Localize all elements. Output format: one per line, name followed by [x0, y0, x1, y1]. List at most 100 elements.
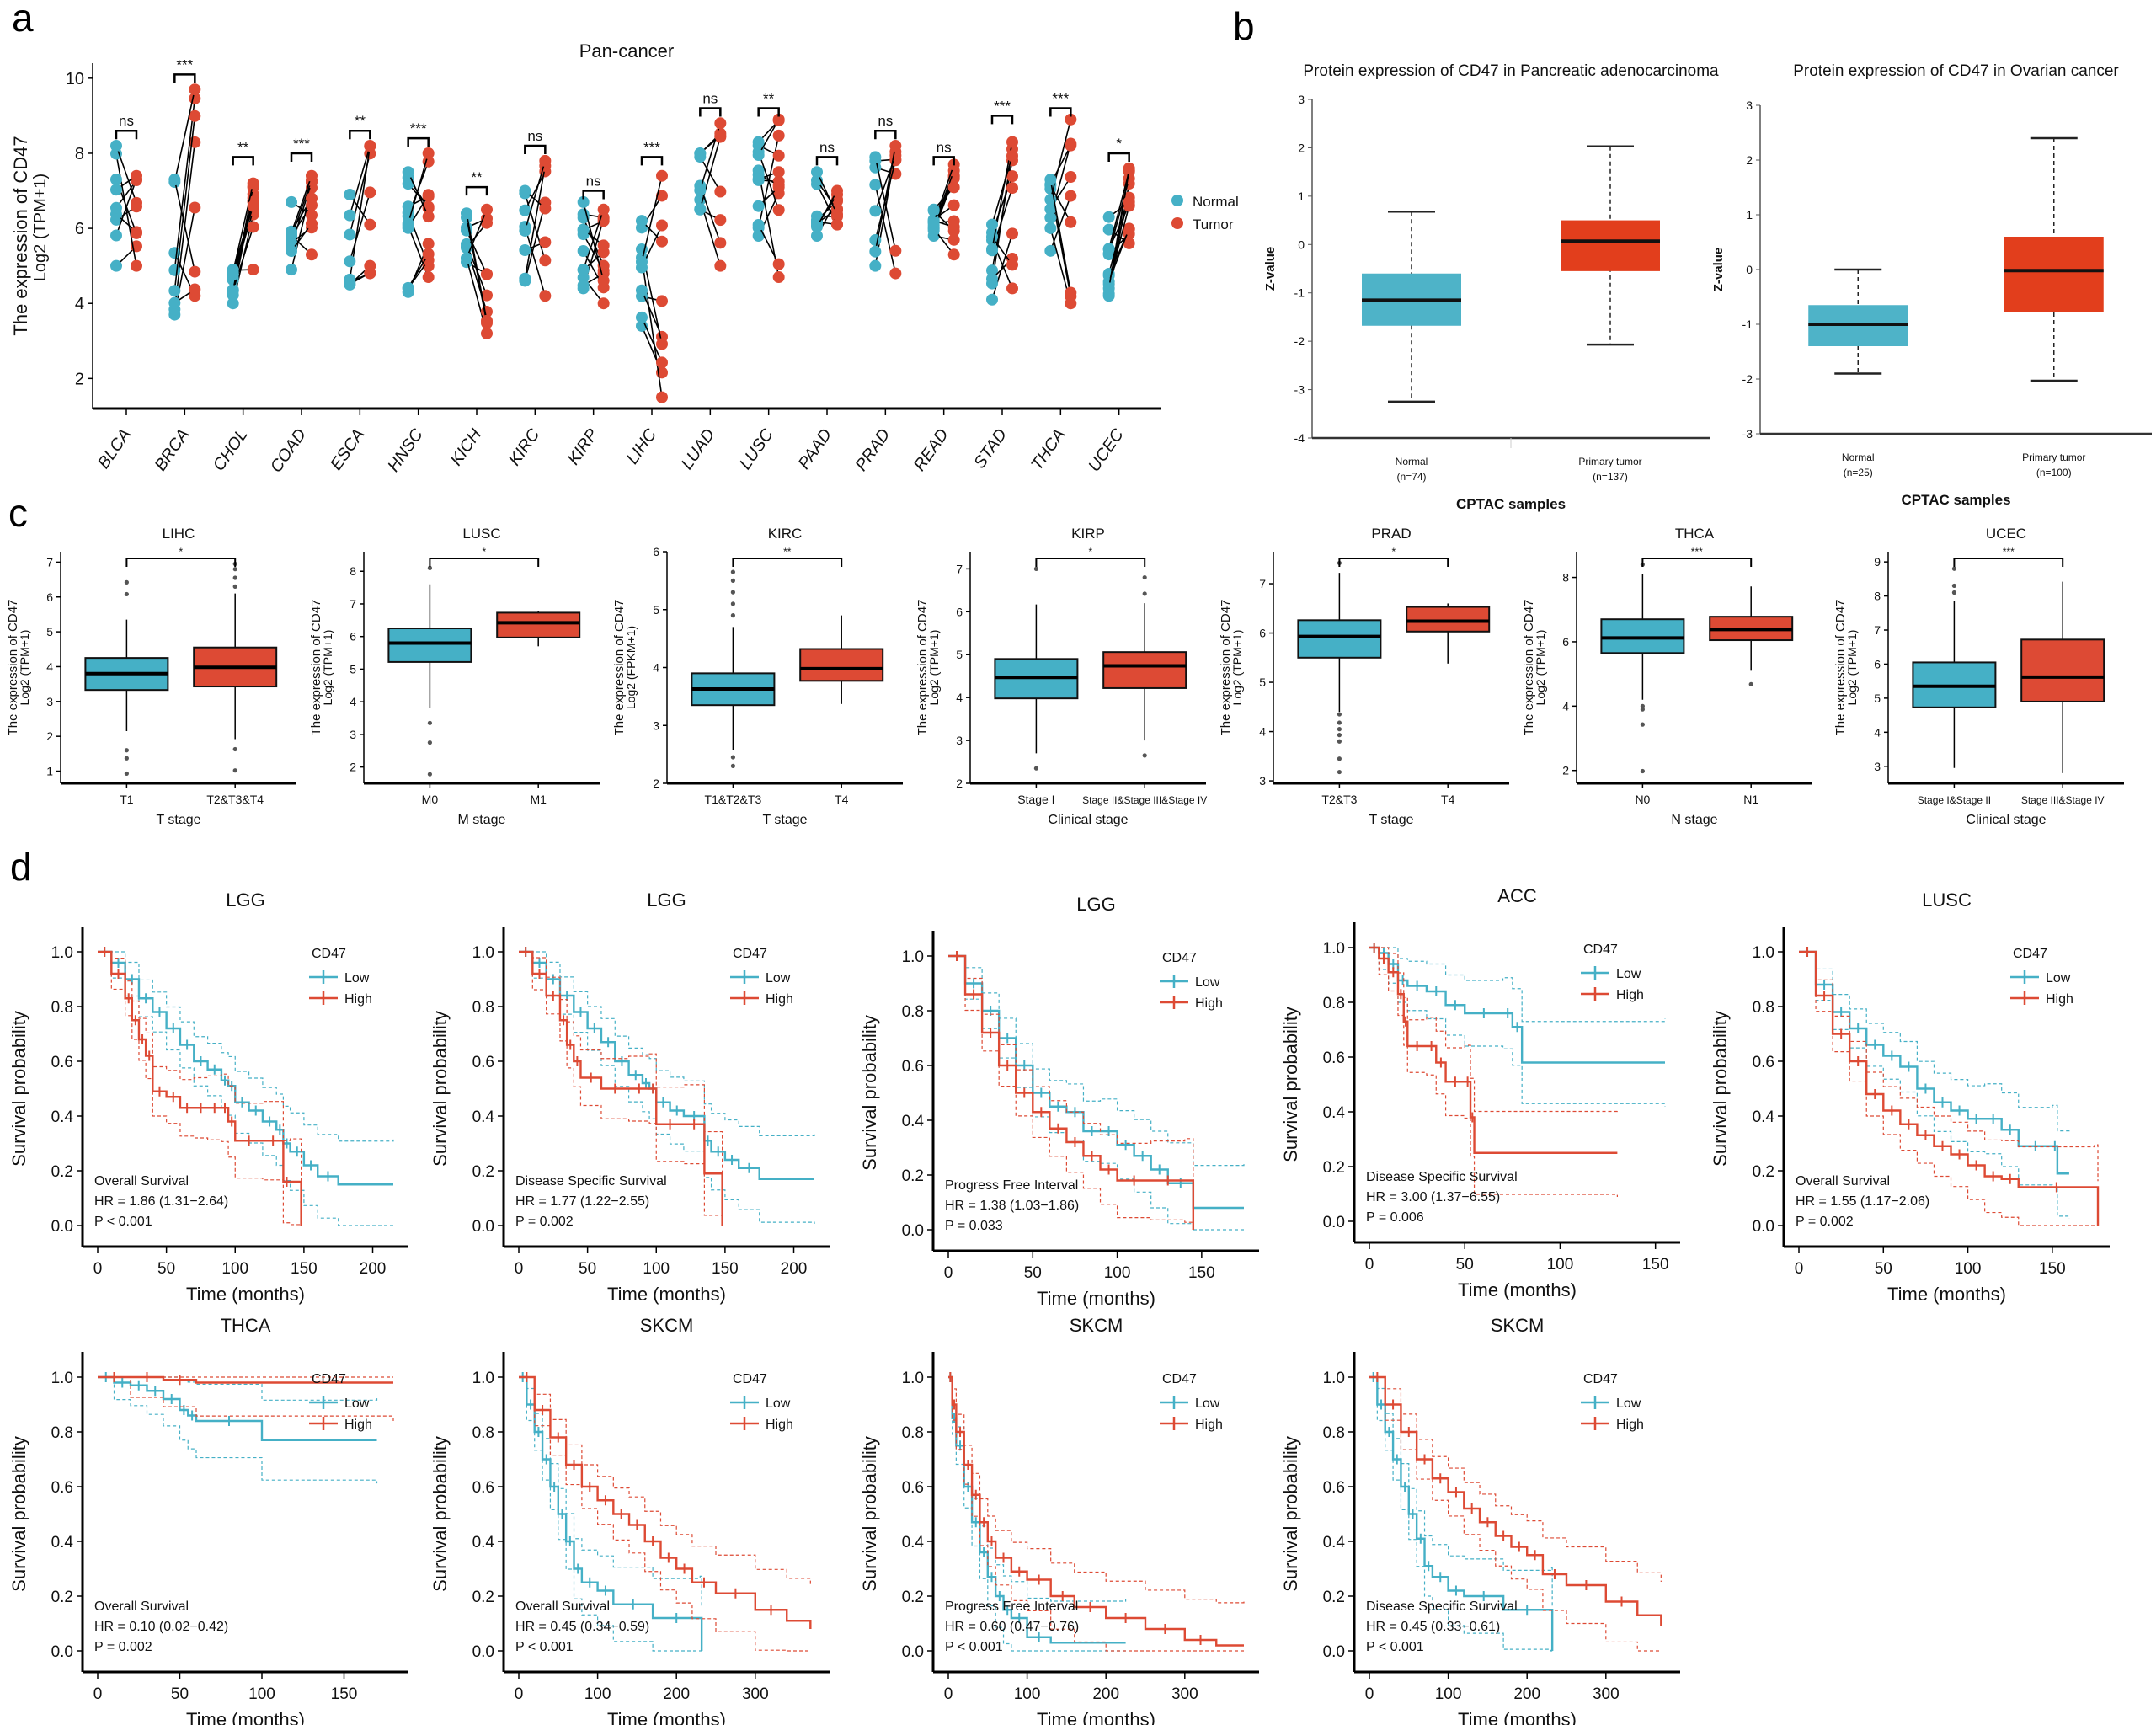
- x-tick-label: 100: [248, 1685, 275, 1703]
- tumor-point: [131, 259, 142, 272]
- x-tick-label: Stage I: [1017, 793, 1054, 806]
- y-tick-label: 0.8: [902, 1003, 924, 1021]
- x-tick-count: (n=74): [1396, 471, 1426, 483]
- y-tick-label: 0.6: [1753, 1054, 1774, 1071]
- x-axis-label: Time (months): [607, 1709, 726, 1725]
- y-tick-label: 5: [350, 662, 356, 676]
- normal-point: [344, 273, 356, 286]
- km-plot-thca-5: THCA 0.0 0.2 0.4 0.6 0.8 1.0 0 50 100 150 Survival …: [8, 1315, 408, 1725]
- y-tick-label: 0.6: [51, 1054, 73, 1071]
- normal-point: [344, 255, 356, 268]
- chart-title: LUSC: [1922, 889, 1972, 911]
- x-tick-label: LIHC: [623, 425, 660, 467]
- normal-point: [577, 264, 590, 276]
- x-tick-label: 50: [157, 1260, 175, 1278]
- y-tick-label: 6: [75, 220, 84, 238]
- significance-bracket: [349, 129, 371, 140]
- tumor-point: [1123, 223, 1135, 236]
- tumor-point: [481, 327, 493, 339]
- y-tick-label: 4: [46, 660, 53, 673]
- pair-line: [699, 185, 722, 243]
- outlier-point: [730, 755, 735, 760]
- y-tick-label: 3: [1259, 774, 1266, 788]
- annotation-line-1: HR = 1.77 (1.22−2.55): [515, 1194, 649, 1209]
- ci-lower-high: [1369, 1376, 1662, 1652]
- legend-label-low: Low: [1195, 1397, 1220, 1411]
- normal-point: [577, 244, 590, 257]
- pair-line: [874, 145, 897, 252]
- box-0: [691, 569, 776, 768]
- y-tick-label: 0.6: [1323, 1049, 1345, 1067]
- outlier-point: [232, 584, 237, 589]
- outlier-point: [124, 748, 129, 753]
- x-tick-label: STAD: [970, 425, 1011, 472]
- ci-lower-high: [948, 1376, 1244, 1652]
- significance-label: ns: [819, 139, 835, 155]
- y-tick-label: 1: [46, 765, 53, 778]
- y-tick-label: 2: [75, 370, 84, 388]
- significance-bracket: [1049, 107, 1072, 117]
- y-axis-label-2: Log2 (TPM+1): [1230, 630, 1244, 706]
- y-tick-label: 1.0: [51, 1370, 73, 1387]
- y-tick-label: -2: [1294, 334, 1305, 348]
- box-0: [84, 579, 169, 777]
- x-tick-label: 150: [291, 1260, 318, 1278]
- annotation-line-2: P = 0.002: [94, 1640, 152, 1654]
- significance-bracket: [290, 152, 313, 162]
- tumor-point: [539, 154, 552, 167]
- ci-upper-high: [948, 1376, 1245, 1604]
- y-tick-label: 0.8: [1753, 999, 1774, 1017]
- x-tick-label: 300: [1171, 1685, 1198, 1703]
- y-axis-label: Survival probability: [430, 1011, 451, 1167]
- y-tick-label: 3: [956, 734, 963, 747]
- chart-title: KIRP: [1071, 526, 1105, 542]
- normal-point: [168, 174, 181, 186]
- x-tick-label: 200: [1513, 1685, 1540, 1703]
- normal-point: [227, 264, 239, 276]
- pair-line: [816, 171, 838, 215]
- x-tick-label: CHOL: [210, 425, 252, 474]
- normal-point: [869, 151, 882, 163]
- normal-point: [1044, 174, 1057, 186]
- chart-title: Pan-cancer: [579, 40, 675, 61]
- ci-upper-low: [519, 951, 815, 1136]
- legend-tumor-label: Tumor: [1193, 216, 1234, 232]
- tumor-point: [481, 314, 493, 327]
- annotation-line-2: P < 0.001: [1366, 1640, 1424, 1654]
- tumor-point: [481, 289, 493, 302]
- category-group: [636, 169, 668, 403]
- y-tick-label: 0.4: [902, 1534, 925, 1551]
- x-tick-label: T1: [120, 793, 134, 806]
- y-tick-label: 3: [1746, 99, 1753, 112]
- y-tick-label: 0.4: [51, 1534, 74, 1551]
- x-tick-label: 200: [663, 1685, 690, 1703]
- normal-point: [752, 136, 765, 148]
- outlier-point: [1337, 769, 1342, 775]
- y-tick-label: 0.4: [1753, 1108, 1775, 1126]
- significance-label: ***: [994, 98, 1011, 114]
- tumor-point: [1006, 282, 1018, 295]
- box-normal: [1362, 210, 1461, 403]
- pair-line: [816, 190, 838, 227]
- x-tick-label: 100: [584, 1685, 611, 1703]
- tumor-point: [539, 202, 552, 215]
- normal-point: [1044, 211, 1057, 224]
- outlier-point: [730, 613, 735, 618]
- annotation-line-1: HR = 1.38 (1.03−1.86): [945, 1199, 1079, 1213]
- normal-point: [286, 195, 297, 208]
- y-tick-label: -3: [1294, 383, 1305, 397]
- y-tick-label: 4: [1874, 725, 1881, 739]
- y-tick-label: 9: [1874, 555, 1881, 569]
- normal-point: [1102, 282, 1115, 295]
- annotation-line-1: HR = 0.45 (0.34−0.59): [515, 1620, 649, 1634]
- normal-point: [110, 140, 122, 152]
- y-axis-label: Survival probability: [1280, 1436, 1301, 1592]
- y-tick-label: 0.0: [51, 1643, 73, 1661]
- x-tick-label: Normal: [1396, 456, 1428, 467]
- y-tick-label: 0: [1298, 238, 1305, 251]
- y-tick-label: 6: [1259, 627, 1266, 640]
- tumor-point: [597, 297, 610, 310]
- significance-bracket: [1953, 558, 2064, 567]
